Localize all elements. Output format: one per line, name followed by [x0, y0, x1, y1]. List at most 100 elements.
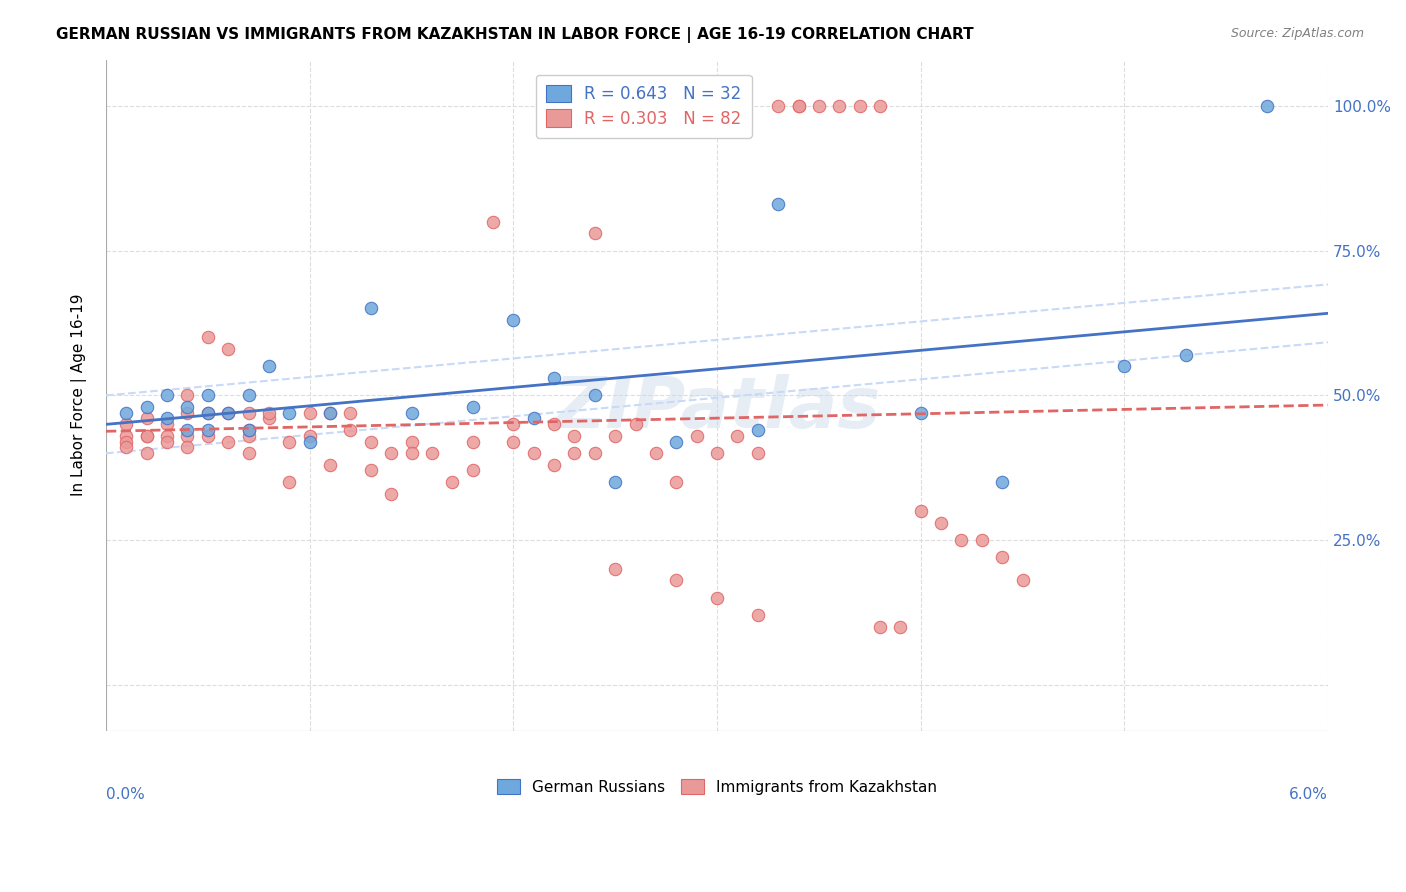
Point: [991, 550, 1014, 565]
Point: [461, 463, 484, 477]
Point: [156, 388, 179, 402]
Point: [380, 446, 402, 460]
Point: [278, 434, 301, 449]
Point: [217, 406, 239, 420]
Point: [828, 99, 851, 113]
Point: [665, 574, 688, 588]
Point: [115, 428, 138, 442]
Point: [298, 428, 321, 442]
Point: [543, 371, 565, 385]
Point: [176, 406, 198, 420]
Point: [970, 533, 993, 547]
Point: [115, 417, 138, 432]
Point: [482, 214, 505, 228]
Point: [747, 608, 769, 623]
Point: [441, 475, 464, 489]
Point: [420, 446, 443, 460]
Point: [766, 197, 789, 211]
Point: [766, 99, 789, 113]
Point: [889, 620, 911, 634]
Point: [339, 406, 361, 420]
Point: [686, 428, 709, 442]
Point: [910, 406, 932, 420]
Point: [238, 423, 260, 437]
Point: [197, 388, 219, 402]
Text: GERMAN RUSSIAN VS IMMIGRANTS FROM KAZAKHSTAN IN LABOR FORCE | AGE 16-19 CORRELAT: GERMAN RUSSIAN VS IMMIGRANTS FROM KAZAKH…: [56, 27, 974, 43]
Point: [380, 486, 402, 500]
Point: [176, 388, 198, 402]
Legend: German Russians, Immigrants from Kazakhstan: German Russians, Immigrants from Kazakhs…: [488, 770, 946, 804]
Point: [238, 406, 260, 420]
Point: [135, 428, 157, 442]
Point: [929, 516, 952, 530]
Point: [197, 406, 219, 420]
Point: [1011, 574, 1033, 588]
Point: [543, 417, 565, 432]
Point: [461, 400, 484, 414]
Point: [360, 463, 382, 477]
Point: [257, 406, 280, 420]
Point: [991, 475, 1014, 489]
Point: [176, 440, 198, 454]
Point: [156, 411, 179, 425]
Point: [217, 434, 239, 449]
Point: [747, 423, 769, 437]
Point: [605, 562, 627, 576]
Point: [257, 411, 280, 425]
Point: [360, 434, 382, 449]
Point: [401, 446, 423, 460]
Point: [298, 434, 321, 449]
Point: [156, 434, 179, 449]
Point: [197, 423, 219, 437]
Point: [869, 620, 891, 634]
Point: [502, 313, 524, 327]
Point: [1114, 359, 1136, 374]
Point: [135, 411, 157, 425]
Point: [238, 428, 260, 442]
Point: [543, 458, 565, 472]
Point: [807, 99, 830, 113]
Point: [787, 99, 810, 113]
Point: [583, 388, 606, 402]
Point: [401, 434, 423, 449]
Point: [564, 446, 586, 460]
Point: [176, 400, 198, 414]
Text: 6.0%: 6.0%: [1289, 787, 1329, 802]
Text: ZIPatlas: ZIPatlas: [554, 374, 880, 443]
Point: [115, 434, 138, 449]
Point: [787, 99, 810, 113]
Point: [605, 475, 627, 489]
Point: [278, 475, 301, 489]
Point: [706, 591, 728, 605]
Point: [135, 446, 157, 460]
Point: [401, 406, 423, 420]
Point: [523, 446, 546, 460]
Point: [950, 533, 973, 547]
Point: [238, 388, 260, 402]
Point: [217, 342, 239, 356]
Point: [564, 428, 586, 442]
Point: [135, 400, 157, 414]
Point: [665, 434, 688, 449]
Point: [197, 406, 219, 420]
Point: [135, 428, 157, 442]
Point: [645, 446, 668, 460]
Point: [605, 428, 627, 442]
Point: [665, 475, 688, 489]
Point: [115, 440, 138, 454]
Point: [257, 359, 280, 374]
Point: [278, 406, 301, 420]
Y-axis label: In Labor Force | Age 16-19: In Labor Force | Age 16-19: [72, 294, 87, 497]
Point: [319, 406, 342, 420]
Point: [360, 301, 382, 316]
Point: [176, 428, 198, 442]
Point: [747, 446, 769, 460]
Point: [910, 504, 932, 518]
Point: [502, 434, 524, 449]
Point: [869, 99, 891, 113]
Point: [156, 417, 179, 432]
Text: 0.0%: 0.0%: [105, 787, 145, 802]
Point: [197, 428, 219, 442]
Text: Source: ZipAtlas.com: Source: ZipAtlas.com: [1230, 27, 1364, 40]
Point: [523, 411, 546, 425]
